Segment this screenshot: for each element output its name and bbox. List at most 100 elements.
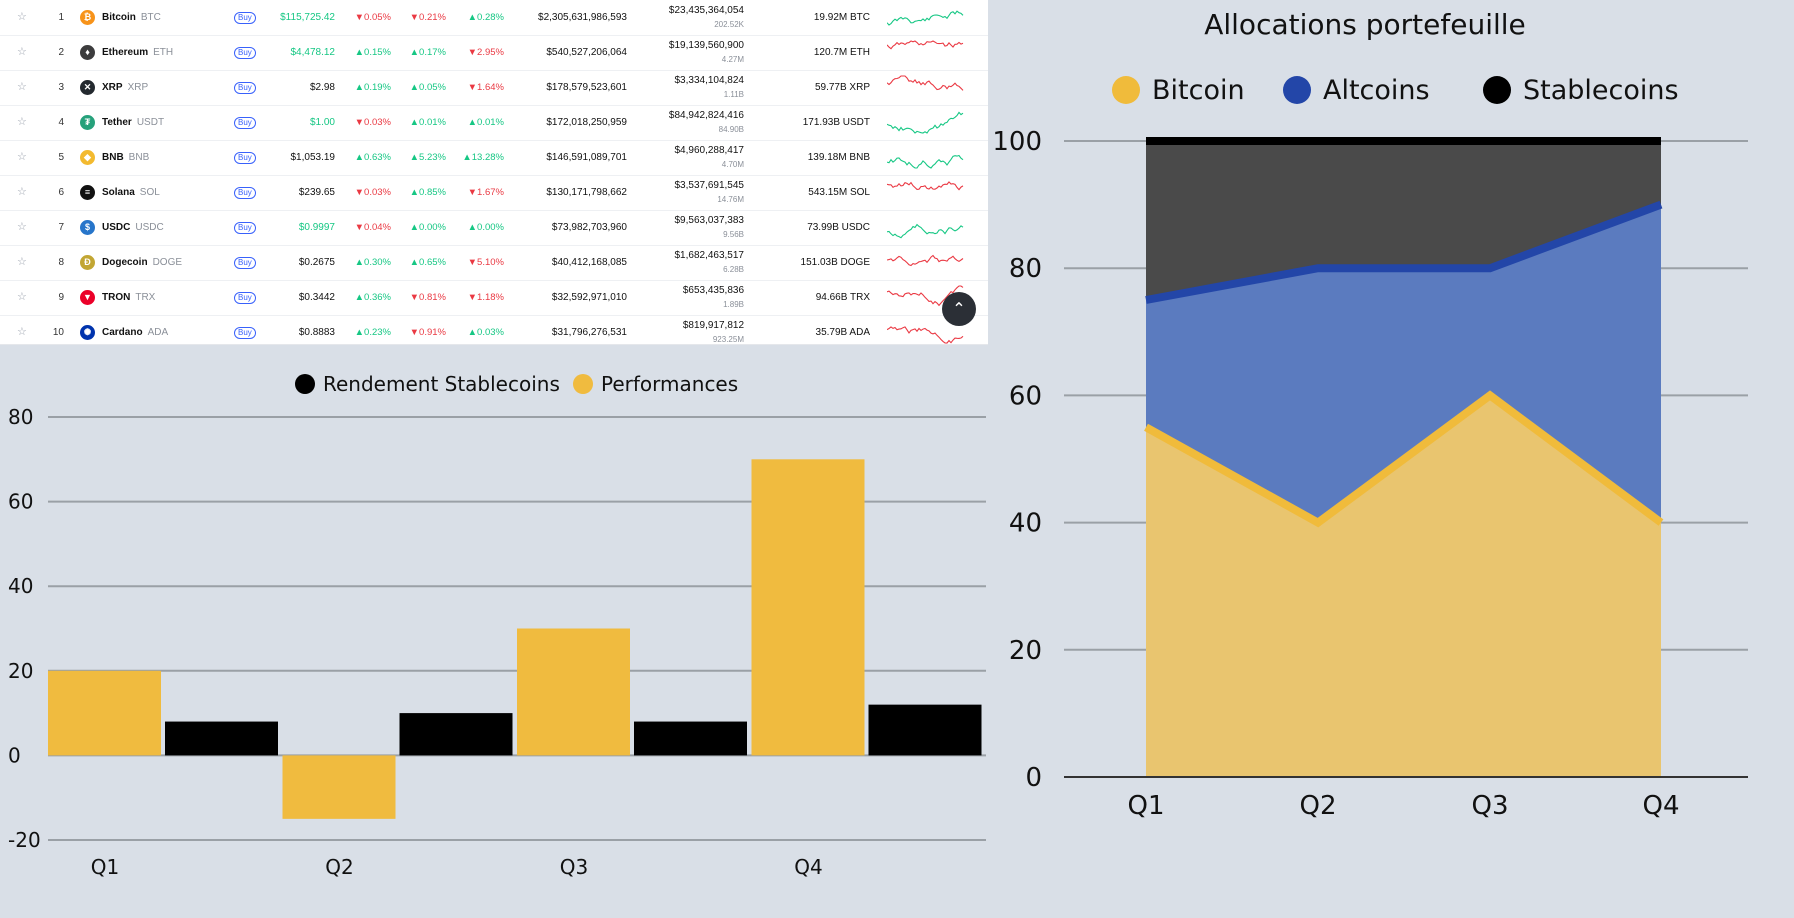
sparkline-path [887,40,964,50]
coin-symbol: ETH [153,47,174,58]
price: $0.9997 [298,222,335,233]
circulating-supply: 543.15M SOL [808,187,870,198]
table-row[interactable]: ☆ 10 ✺ Cardano ADA Buy $0.8883 ▲0.23% ▼0.91% ▲0.0… [0,315,988,344]
chart-title: Allocations portefeuille [1204,8,1526,41]
market-cap: $2,305,631,986,593 [538,12,627,23]
star-icon[interactable]: ☆ [17,151,27,163]
star-icon[interactable]: ☆ [17,221,27,233]
star-icon[interactable]: ☆ [17,81,27,93]
bar-performances [517,628,630,756]
percent-change: ▼0.05% [354,12,391,23]
buy-button[interactable]: Buy [234,292,256,304]
y-tick-label: -20 [8,828,41,852]
buy-button[interactable]: Buy [234,47,256,59]
legend-marker [573,374,593,394]
sparkline-7d [887,285,964,307]
table-row[interactable]: ☆ 4 ₮ Tether USDT Buy $1.00 ▼0.03% ▲0.01% ▲0.01% $… [0,105,988,141]
star-icon[interactable]: ☆ [17,46,27,58]
buy-button[interactable]: Buy [234,152,256,164]
circulating-supply: 59.77B XRP [814,82,870,93]
x-tick-label: Q1 [91,855,119,879]
sparkline-7d [887,154,964,169]
scroll-to-top-button[interactable]: ⌃ [942,292,976,326]
buy-button[interactable]: Buy [234,222,256,234]
volume-24h: $653,435,836 1.89B [640,284,744,312]
star-icon[interactable]: ☆ [17,186,27,198]
coin-symbol: BNB [128,152,150,163]
star-icon[interactable]: ☆ [17,116,27,128]
star-icon[interactable]: ☆ [17,256,27,268]
coin-symbol: USDC [135,222,164,233]
volume-coins: 1.11B [723,90,744,99]
percent-change: ▼0.04% [354,222,391,233]
coin-name: Solana SOL [102,187,160,198]
buy-button[interactable]: Buy [234,327,256,339]
coin-symbol: BTC [140,12,161,23]
line-bitcoin [1144,390,1664,528]
price: $0.2675 [298,257,335,268]
buy-button[interactable]: Buy [234,82,256,94]
percent-change: ▲0.05% [409,82,446,93]
sparkline-7d [887,181,964,191]
rank: 10 [52,327,64,338]
coin-name: USDC USDC [102,222,164,233]
sparkline-7d [887,223,964,239]
percent-change: ▲0.15% [354,47,391,58]
sparkline-path [887,75,964,91]
area-bitcoin [1146,395,1661,777]
percent-change: ▼0.21% [409,12,446,23]
volume-24h: $19,139,560,900 4.27M [640,39,744,67]
volume-24h: $23,435,364,054 202.52K [640,4,744,32]
buy-button[interactable]: Buy [234,12,256,24]
buy-button[interactable]: Buy [234,257,256,269]
percent-change: ▼0.81% [409,292,446,303]
percent-change: ▲0.85% [409,187,446,198]
y-tick-label: 0 [8,743,21,767]
table-row[interactable]: ☆ 9 ▼ TRON TRX Buy $0.3442 ▲0.36% ▼0.81% ▼1.18% $3… [0,280,988,316]
table-row[interactable]: ☆ 3 ✕ XRP XRP Buy $2.98 ▲0.19% ▲0.05% ▼1.64% $178,… [0,70,988,106]
coin-name: Dogecoin DOGE [102,257,183,268]
bar-rendement-stablecoins [165,721,278,756]
coin-logo-icon: ✺ [80,325,95,340]
circulating-supply: 94.66B TRX [815,292,870,303]
y-tick-label: 0 [1025,763,1042,793]
buy-button[interactable]: Buy [234,117,256,129]
star-icon[interactable]: ☆ [17,291,27,303]
price: $0.3442 [298,292,335,303]
x-tick-label: Q3 [560,855,588,879]
y-tick-label: 100 [992,127,1042,157]
percent-change: ▼1.67% [467,187,504,198]
volume-coins: 9.56B [723,230,744,239]
coin-name: TRON TRX [102,292,156,303]
circulating-supply: 120.7M ETH [813,47,870,58]
legend-marker [1112,76,1140,104]
table-row[interactable]: ☆ 2 ♦ Ethereum ETH Buy $4,478.12 ▲0.15% ▲0.17% ▼2… [0,35,988,71]
coin-symbol: DOGE [152,257,183,268]
table-row[interactable]: ☆ 7 $ USDC USDC Buy $0.9997 ▼0.04% ▲0.00% ▲0.00% $… [0,210,988,246]
circulating-supply: 151.03B DOGE [800,257,870,268]
percent-change: ▲0.17% [409,47,446,58]
percent-change: ▼2.95% [467,47,504,58]
volume-coins: 4.70M [721,160,744,169]
coin-name: Ethereum ETH [102,47,174,58]
table-row[interactable]: ☆ 1 ₿ Bitcoin BTC Buy $115,725.42 ▼0.05% ▼0.21% ▲… [0,0,988,36]
buy-button[interactable]: Buy [234,187,256,199]
market-cap: $130,171,798,662 [546,187,627,198]
percent-change: ▲0.30% [354,257,391,268]
allocation-area-chart: Allocations portefeuille Bitcoin Altcoins S… [992,8,1748,821]
sparkline-path [887,10,964,26]
y-tick-label: 20 [1009,636,1042,666]
coin-logo-icon: $ [80,220,95,235]
sparkline-7d [887,111,964,134]
y-tick-label: 60 [8,490,33,514]
table-row[interactable]: ☆ 6 ≡ Solana SOL Buy $239.65 ▼0.03% ▲0.85% ▼1.67%… [0,175,988,211]
table-row[interactable]: ☆ 8 Ð Dogecoin DOGE Buy $0.2675 ▲0.30% ▲0.65% ▼5.… [0,245,988,281]
coin-symbol: USDT [136,117,165,128]
star-icon[interactable]: ☆ [17,11,27,23]
percent-change: ▼1.18% [467,292,504,303]
market-cap: $40,412,168,085 [551,257,627,268]
table-row[interactable]: ☆ 5 ◆ BNB BNB Buy $1,053.19 ▲0.63% ▲5.23% ▲13.28%… [0,140,988,176]
star-icon[interactable]: ☆ [17,326,27,338]
coin-logo-icon: ≡ [80,185,95,200]
percent-change: ▼0.91% [409,327,446,338]
